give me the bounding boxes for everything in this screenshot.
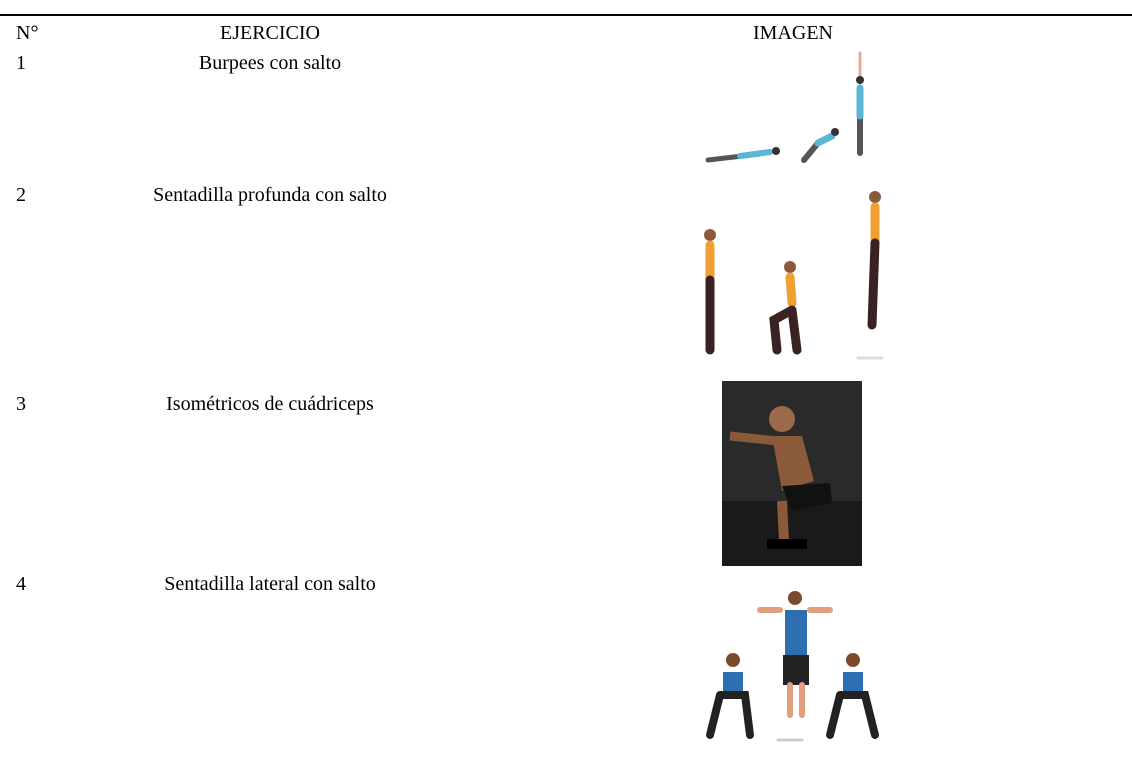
isometric-photo <box>722 381 862 566</box>
lateral-jump-illustration <box>706 591 879 742</box>
exercise-name: Burpees con salto <box>198 52 342 74</box>
exercise-name: Sentadilla lateral con salto <box>164 573 376 595</box>
row-number: 2 <box>16 184 26 206</box>
exercise-name: Isométricos de cuádriceps <box>166 393 374 415</box>
header-cell: N° <box>16 22 39 44</box>
header-cell: IMAGEN <box>753 22 833 44</box>
row-number: 4 <box>16 573 26 595</box>
squat-jump-illustration <box>704 191 884 360</box>
row-number: 3 <box>16 393 26 415</box>
exercise-name: Sentadilla profunda con salto <box>153 184 387 206</box>
row-number: 1 <box>16 52 26 74</box>
top-rule <box>0 14 1132 16</box>
burpee-illustration <box>705 51 864 163</box>
header-cell: EJERCICIO <box>220 22 320 44</box>
